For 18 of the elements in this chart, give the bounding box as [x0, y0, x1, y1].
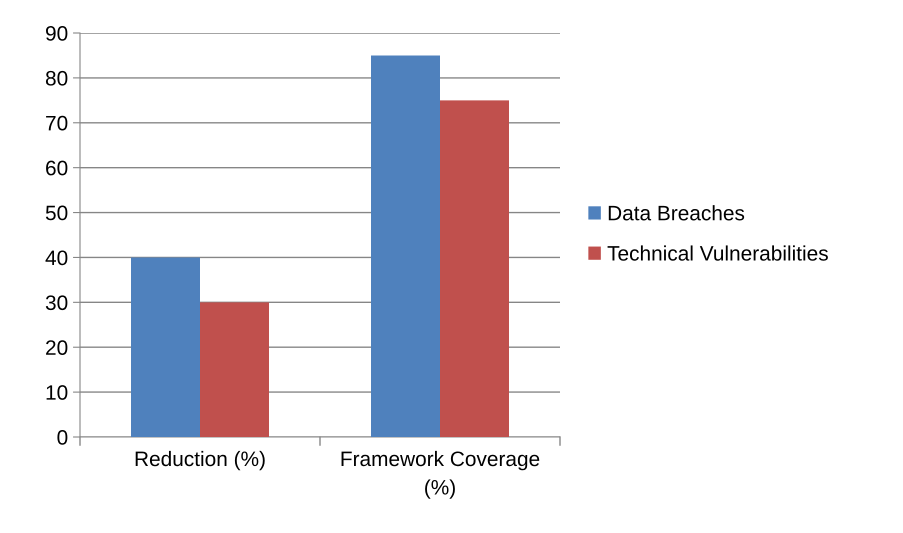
y-tick-label: 90	[46, 26, 68, 41]
legend-label: Data Breaches	[608, 205, 744, 220]
legend-label: Technical Vulnerabilities	[608, 245, 828, 261]
bar	[200, 302, 269, 437]
bar	[440, 100, 509, 437]
bar	[371, 55, 440, 437]
y-tick-label: 20	[46, 340, 68, 355]
bar	[131, 257, 200, 437]
y-tick-label: 40	[46, 250, 68, 266]
y-tick-label: 30	[46, 295, 68, 310]
y-tick-label: 80	[46, 70, 68, 86]
y-tick-label: 50	[46, 206, 68, 220]
x-tick-label: Reduction (%)	[136, 450, 265, 470]
y-tick-label: 70	[46, 116, 68, 131]
x-tick-label: Framework Coverage (%)	[342, 450, 540, 499]
y-tick-label: 10	[46, 385, 68, 400]
y-tick-label: 0	[57, 430, 68, 445]
y-tick-label: 60	[46, 160, 68, 176]
